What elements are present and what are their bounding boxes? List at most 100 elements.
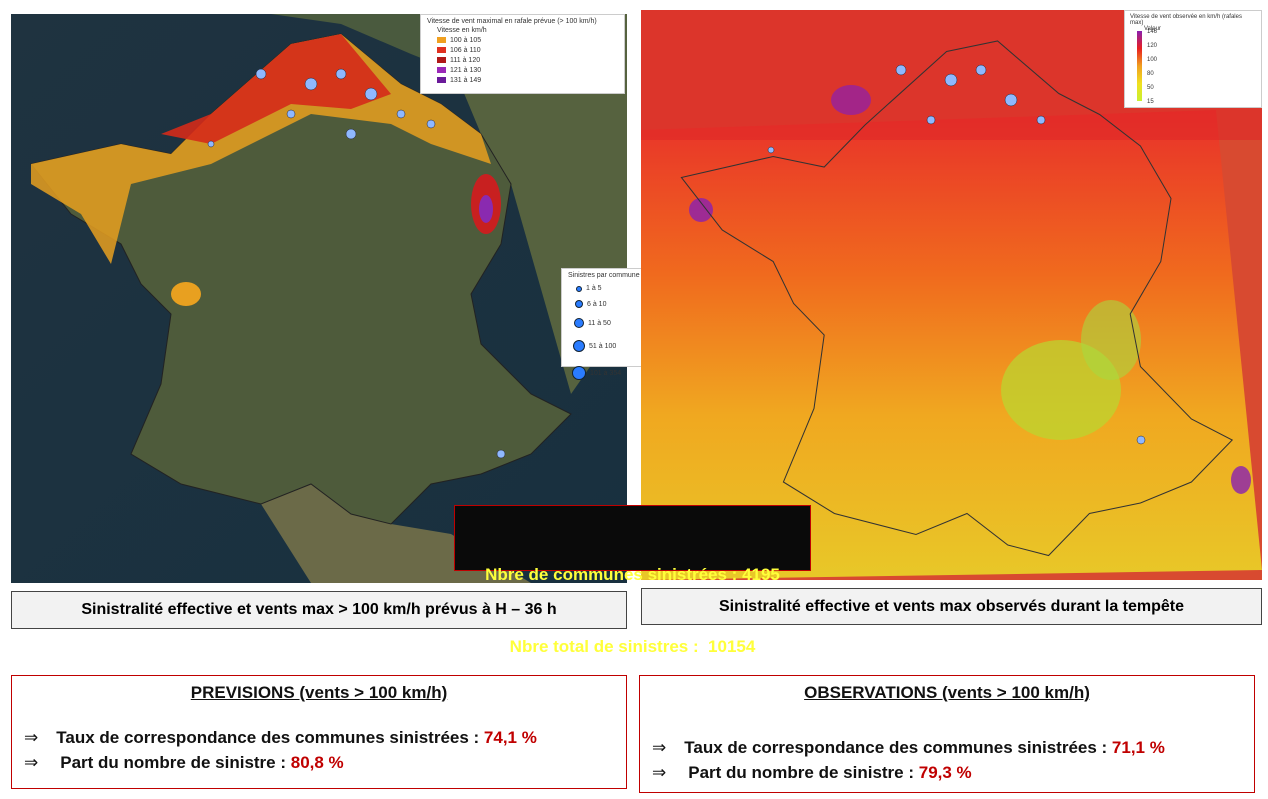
legend-item: 131 à 149: [437, 77, 618, 86]
wind-zone: [171, 282, 201, 306]
dot: [255, 68, 267, 80]
wind-zone: [479, 195, 493, 223]
claims-dots: [767, 64, 1146, 445]
dot: [364, 87, 378, 101]
legend-label: 6 à 10: [587, 300, 607, 308]
ramp-tick: 50: [1147, 85, 1154, 91]
land: [271, 14, 461, 74]
legend-item: 106 à 110: [437, 47, 618, 56]
ramp-tick: 120: [1147, 43, 1158, 49]
legend-label: 51 à 100: [589, 342, 617, 350]
claims-dots: [207, 68, 506, 459]
observed-map-svg: [641, 10, 1262, 580]
dot: [426, 119, 436, 129]
arrow-icon: ⇒: [652, 763, 667, 782]
forecast-map-svg: [11, 14, 627, 583]
heat-spot: [831, 85, 871, 115]
legend-item: 51 à 100: [568, 340, 690, 352]
legend-subtitle: Valeur: [1144, 26, 1161, 32]
ramp-tick: 15: [1147, 99, 1154, 105]
left-caption: Sinistralité effective et vents max > 10…: [11, 591, 627, 629]
legend-swatch: [437, 37, 446, 44]
stat-row: ⇒ Part du nombre de sinistre : 79,3 %: [652, 763, 972, 783]
ramp-tick: 80: [1147, 71, 1154, 77]
legend-label: 101 à 354: [590, 369, 622, 377]
stat-row: ⇒ Taux de correspondance des communes sin…: [652, 738, 1165, 758]
stat-value: 74,1 %: [483, 728, 537, 747]
legend-title: Vitesse de vent observée en km/h (rafale…: [1130, 14, 1242, 26]
dot: [926, 115, 936, 125]
right-caption: Sinistralité effective et vents max obse…: [641, 588, 1262, 625]
observations-box: OBSERVATIONS (vents > 100 km/h) ⇒ Taux de…: [639, 675, 1255, 793]
legend-swatch: [437, 47, 446, 54]
observed-map: [641, 10, 1262, 580]
legend-item: 100 à 105: [437, 37, 618, 46]
stat-value: 71,1 %: [1111, 738, 1165, 757]
legend-label: 106 à 110: [450, 47, 481, 54]
legend-item: 121 à 130: [437, 67, 618, 76]
stat-label: Taux de correspondance des communes sini…: [56, 728, 484, 747]
summary-box: Nbre de communes sinistrées : 4195 Nbre …: [454, 505, 811, 656]
legend-item: 111 à 120: [437, 57, 618, 66]
legend-label: 111 à 120: [450, 57, 481, 64]
heat-spot: [689, 198, 713, 222]
dot: [396, 109, 406, 119]
legend-item: 11 à 50: [568, 318, 690, 328]
dot: [207, 140, 215, 148]
dot: [975, 64, 987, 76]
stat-label: Part du nombre de sinistre :: [688, 763, 919, 782]
legend-label: 11 à 50: [588, 319, 611, 327]
stat-row: ⇒ Part du nombre de sinistre : 80,8 %: [24, 753, 344, 773]
dot: [335, 68, 347, 80]
dot: [345, 128, 357, 140]
dot: [1004, 93, 1018, 107]
box-title: OBSERVATIONS (vents > 100 km/h): [804, 683, 1090, 702]
heat-spot: [1081, 300, 1141, 380]
legend-swatch: [437, 67, 446, 74]
legend-symbol: [575, 300, 583, 308]
legend-label: 121 à 130: [450, 67, 482, 74]
wind-legend: Vitesse de vent maximal en rafale prévue…: [420, 14, 625, 94]
stat-row: ⇒ Taux de correspondance des communes sin…: [24, 728, 537, 748]
forecast-map: [11, 14, 627, 583]
stat-label: Part du nombre de sinistre :: [60, 753, 291, 772]
legend-item: 1 à 5: [568, 285, 690, 292]
legend-swatch: [437, 77, 446, 84]
legend-symbol: [573, 340, 585, 352]
legend-items: 100 à 105 106 à 110 111 à 120 121 à 130 131 …: [427, 37, 618, 86]
dot: [496, 449, 506, 459]
legend-label: 100 à 105: [450, 37, 482, 44]
legend-swatch: [437, 57, 446, 64]
observed-legend: Vitesse de vent observée en km/h (rafale…: [1124, 10, 1262, 108]
legend-title: Sinistres par commune (auto / IRD): [568, 272, 678, 279]
ramp-tick: 100: [1147, 57, 1158, 63]
summary-line: Nbre de communes sinistrées : 4195: [485, 565, 780, 584]
dot: [1036, 115, 1046, 125]
legend-label: 131 à 149: [450, 77, 482, 84]
legend-item: 101 à 354: [568, 366, 690, 380]
dot: [944, 73, 958, 87]
legend-label: 1 à 5: [586, 285, 602, 292]
dot: [767, 146, 775, 154]
previsions-box: PREVISIONS (vents > 100 km/h) ⇒ Taux de c…: [11, 675, 627, 789]
box-title: PREVISIONS (vents > 100 km/h): [190, 683, 448, 702]
heat-spot: [1231, 466, 1251, 494]
arrow-icon: ⇒: [652, 738, 667, 757]
dot: [286, 109, 296, 119]
legend-symbol: [574, 318, 584, 328]
legend-subtitle: Vitesse en km/h: [437, 27, 487, 34]
heat-field: [641, 110, 1262, 580]
ramp-tick: 146: [1147, 29, 1158, 35]
color-ramp: [1137, 31, 1142, 101]
dot: [1136, 435, 1146, 445]
stat-label: Taux de correspondance des communes sini…: [684, 738, 1112, 757]
legend-items: 1 à 5 6 à 10 11 à 50 51 à 100 101 à 354: [568, 285, 690, 380]
legend-item: 6 à 10: [568, 300, 690, 308]
dot: [895, 64, 907, 76]
stat-value: 80,8 %: [290, 753, 344, 772]
arrow-icon: ⇒: [24, 728, 39, 747]
summary-line: Nbre total de sinistres : 10154: [509, 637, 756, 656]
legend-symbol: [576, 285, 582, 292]
